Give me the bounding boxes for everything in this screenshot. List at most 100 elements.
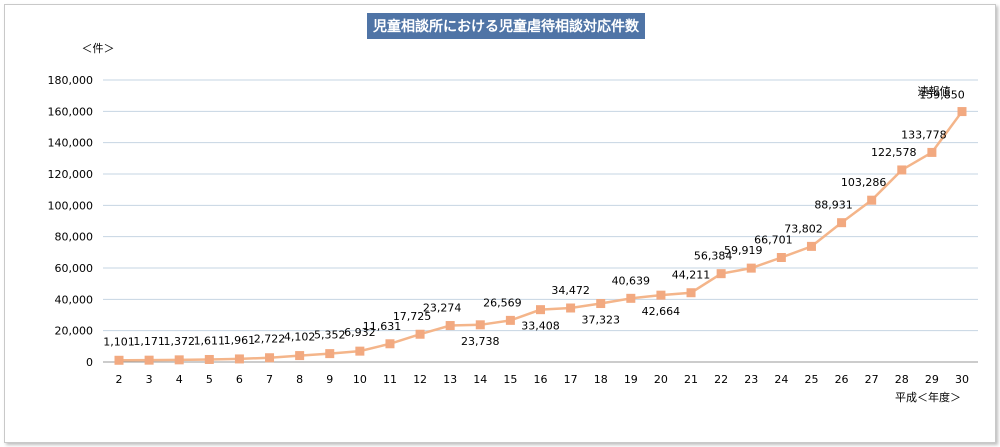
y-tick-label: 140,000 bbox=[48, 137, 94, 150]
data-point bbox=[114, 355, 124, 365]
data-label: 6,932 bbox=[344, 326, 376, 339]
annotation-preliminary: 速報値 bbox=[918, 85, 951, 98]
x-tick-label: 18 bbox=[594, 373, 608, 386]
x-tick-label: 3 bbox=[146, 373, 153, 386]
data-label: 11,631 bbox=[363, 320, 402, 333]
data-point bbox=[837, 218, 847, 228]
data-label: 103,286 bbox=[841, 176, 887, 189]
chart-frame: 児童相談所における児童虐待相談対応件数 bbox=[4, 4, 996, 443]
data-label: 133,778 bbox=[901, 128, 947, 141]
data-label: 59,919 bbox=[724, 244, 763, 257]
data-label: 40,639 bbox=[612, 274, 651, 287]
x-tick-label: 16 bbox=[534, 373, 548, 386]
y-axis-label: ＜件＞ bbox=[82, 42, 115, 55]
data-point bbox=[174, 355, 184, 365]
data-point bbox=[295, 351, 305, 361]
y-tick-label: 160,000 bbox=[48, 105, 94, 118]
x-tick-label: 4 bbox=[176, 373, 183, 386]
x-tick-label: 27 bbox=[865, 373, 879, 386]
data-label: 159,850 bbox=[919, 89, 965, 102]
data-label: 37,323 bbox=[581, 314, 620, 327]
y-tick-label: 80,000 bbox=[55, 231, 94, 244]
data-point bbox=[325, 349, 335, 359]
data-label: 1,171 bbox=[133, 335, 165, 348]
data-label: 34,472 bbox=[551, 284, 590, 297]
data-point bbox=[716, 269, 726, 279]
data-label: 66,701 bbox=[754, 234, 793, 247]
data-point bbox=[445, 321, 455, 331]
data-label: 4,102 bbox=[284, 331, 316, 344]
data-point bbox=[385, 339, 395, 349]
x-tick-labels: 2 3 4 5 6 7 8 9 10 11 12 13 14 15 16 17 18 19 20 21 22 23 24 25… bbox=[116, 373, 970, 386]
data-label: 2,722 bbox=[254, 333, 286, 346]
x-tick-label: 15 bbox=[503, 373, 517, 386]
y-tick-label: 100,000 bbox=[48, 199, 94, 212]
x-tick-label: 21 bbox=[684, 373, 698, 386]
data-point bbox=[355, 346, 365, 356]
data-point bbox=[265, 353, 275, 363]
data-point bbox=[867, 195, 877, 205]
x-tick-label: 5 bbox=[206, 373, 213, 386]
data-label: 1,372 bbox=[163, 335, 195, 348]
x-tick-label: 2 bbox=[116, 373, 123, 386]
data-point bbox=[144, 355, 154, 365]
x-tick-label: 13 bbox=[443, 373, 457, 386]
data-label: 122,578 bbox=[871, 146, 917, 159]
x-tick-label: 9 bbox=[326, 373, 333, 386]
data-point bbox=[927, 147, 937, 157]
x-axis-label: 平成＜年度＞ bbox=[895, 390, 961, 404]
data-labels: 1,1011,1711,3721,6111,9612,7224,1025,352… bbox=[103, 89, 965, 349]
data-label: 1,961 bbox=[224, 334, 256, 347]
y-tick-label: 0 bbox=[86, 356, 93, 369]
data-label: 56,384 bbox=[694, 250, 733, 263]
data-label: 73,802 bbox=[784, 222, 823, 235]
data-point bbox=[656, 290, 666, 300]
data-label: 26,569 bbox=[483, 296, 522, 309]
data-point bbox=[686, 288, 696, 298]
y-tick-labels: 0 20,000 40,000 60,000 80,000 100,000 120,000 1… bbox=[48, 74, 94, 369]
data-label: 88,931 bbox=[814, 199, 853, 212]
y-tick-label: 20,000 bbox=[55, 325, 94, 338]
data-point bbox=[957, 107, 967, 117]
y-tick-label: 40,000 bbox=[55, 293, 94, 306]
data-point bbox=[776, 253, 786, 263]
data-label: 23,274 bbox=[423, 302, 462, 315]
x-tick-label: 23 bbox=[744, 373, 758, 386]
x-tick-label: 11 bbox=[383, 373, 397, 386]
y-tick-label: 180,000 bbox=[48, 74, 94, 87]
x-tick-label: 7 bbox=[266, 373, 273, 386]
data-point bbox=[897, 165, 907, 175]
data-point bbox=[204, 354, 214, 364]
x-tick-label: 29 bbox=[925, 373, 939, 386]
data-point bbox=[746, 263, 756, 273]
data-label: 44,211 bbox=[672, 269, 711, 282]
gridlines bbox=[103, 79, 978, 363]
data-label: 42,664 bbox=[642, 305, 681, 318]
x-tick-label: 6 bbox=[236, 373, 243, 386]
x-tick-label: 30 bbox=[955, 373, 969, 386]
data-label: 1,101 bbox=[103, 335, 135, 348]
data-point bbox=[415, 329, 425, 339]
markers bbox=[114, 107, 967, 365]
x-tick-label: 22 bbox=[714, 373, 728, 386]
y-tick-label: 120,000 bbox=[48, 168, 94, 181]
data-point bbox=[596, 299, 606, 309]
x-tick-label: 14 bbox=[473, 373, 487, 386]
data-label: 5,352 bbox=[314, 329, 346, 342]
data-point bbox=[626, 293, 636, 303]
x-tick-label: 8 bbox=[296, 373, 303, 386]
data-point bbox=[505, 315, 515, 325]
x-tick-label: 24 bbox=[774, 373, 788, 386]
x-tick-label: 17 bbox=[564, 373, 578, 386]
x-tick-label: 19 bbox=[624, 373, 638, 386]
chart-title: 児童相談所における児童虐待相談対応件数 bbox=[367, 13, 645, 39]
data-label: 33,408 bbox=[521, 320, 560, 333]
x-tick-label: 25 bbox=[804, 373, 818, 386]
data-label: 23,738 bbox=[461, 335, 500, 348]
data-label: 17,725 bbox=[393, 310, 432, 323]
y-tick-label: 60,000 bbox=[55, 262, 94, 275]
x-tick-label: 28 bbox=[895, 373, 909, 386]
data-label: 1,611 bbox=[194, 334, 226, 347]
data-point bbox=[566, 303, 576, 313]
